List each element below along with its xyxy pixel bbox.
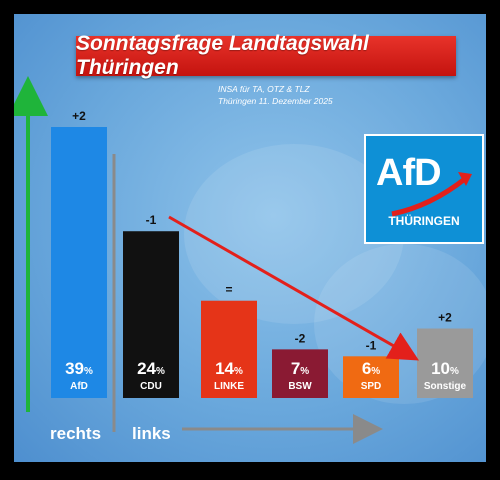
- change-label: +2: [72, 109, 86, 123]
- value-label: 10%: [431, 359, 459, 378]
- change-label: +2: [438, 311, 452, 325]
- change-label: -1: [366, 338, 377, 352]
- category-label: Sonstige: [424, 381, 467, 392]
- logo-region: THÜRINGEN: [388, 214, 460, 228]
- logo-text: AfD: [376, 152, 442, 194]
- chart-title: Sonntagsfrage Landtagswahl Thüringen: [76, 32, 456, 79]
- source-text: INSA für TA, OTZ & TLZ: [218, 84, 310, 94]
- red-trend-arrow: [168, 215, 420, 361]
- bar-chart: +2 39% AfD -1 24% CDU = 14% LINKE -2 7% BSW -1 6% SPD +…: [14, 76, 473, 444]
- afd-logo: AfD THÜRINGEN: [364, 134, 484, 244]
- chart-panel: Sonntagsfrage Landtagswahl Thüringen INS…: [14, 14, 486, 462]
- change-label: -2: [295, 331, 306, 345]
- value-label: 6%: [362, 359, 380, 378]
- bar-bsw: [272, 349, 328, 398]
- axis-label-left: links: [132, 424, 171, 443]
- bar-cdu: [123, 231, 179, 398]
- category-label: LINKE: [214, 381, 244, 392]
- value-label: 39%: [65, 359, 93, 378]
- category-label: CDU: [140, 381, 162, 392]
- bar-spd: [343, 356, 399, 398]
- change-label: -1: [146, 213, 157, 227]
- bar-linke: [201, 300, 257, 398]
- category-label: AfD: [70, 381, 88, 392]
- value-label: 7%: [291, 359, 309, 378]
- category-label: SPD: [361, 381, 382, 392]
- bar-afd: [51, 127, 107, 398]
- value-label: 24%: [137, 359, 165, 378]
- date-text: Thüringen 11. Dezember 2025: [218, 96, 333, 106]
- axis-label-right: rechts: [50, 424, 102, 443]
- value-label: 14%: [215, 359, 243, 378]
- logo-swoosh-icon: [391, 172, 472, 217]
- change-label: =: [225, 283, 232, 297]
- bar-sonstige: [417, 328, 473, 398]
- bottom-bar: [0, 462, 500, 480]
- category-label: BSW: [288, 381, 312, 392]
